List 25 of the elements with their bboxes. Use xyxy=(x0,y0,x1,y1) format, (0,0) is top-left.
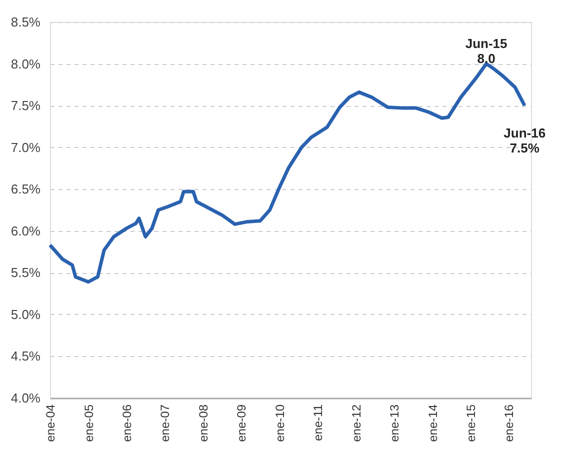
x-tick-label: ene-14 xyxy=(426,404,440,442)
y-tick-label: 5.5% xyxy=(10,265,41,280)
x-tick-label: ene-16 xyxy=(502,404,516,442)
x-tick-label: ene-10 xyxy=(272,404,287,442)
x-tick-label: ene-11 xyxy=(311,404,326,441)
y-tick-label: 6.5% xyxy=(10,182,41,197)
annotation: Jun-16 7.5% xyxy=(504,126,546,156)
x-tick-label: ene-13 xyxy=(388,404,402,442)
x-tick-label: ene-05 xyxy=(82,404,96,442)
x-tick-label: ene-12 xyxy=(349,404,364,442)
x-tick-label: ene-08 xyxy=(196,404,210,442)
x-tick-label: ene-09 xyxy=(234,404,249,442)
y-tick-label: 8.0% xyxy=(10,56,41,72)
y-tick-label: 7.5% xyxy=(10,98,41,114)
y-tick-label: 4.0% xyxy=(10,390,41,406)
y-tick-label: 5.0% xyxy=(10,306,41,322)
y-tick-label: 7.0% xyxy=(10,140,41,155)
x-tick-label: ene-07 xyxy=(158,404,172,442)
annotation: Jun-15 8.0 xyxy=(465,36,508,66)
x-tick-label: ene-06 xyxy=(120,404,134,442)
y-tick-label: 6.0% xyxy=(10,223,41,238)
x-tick-label: ene-04 xyxy=(44,404,58,442)
y-tick-label: 4.5% xyxy=(10,348,41,364)
x-tick-label: ene-15 xyxy=(464,404,478,442)
y-tick-label: 8.5% xyxy=(10,14,41,30)
